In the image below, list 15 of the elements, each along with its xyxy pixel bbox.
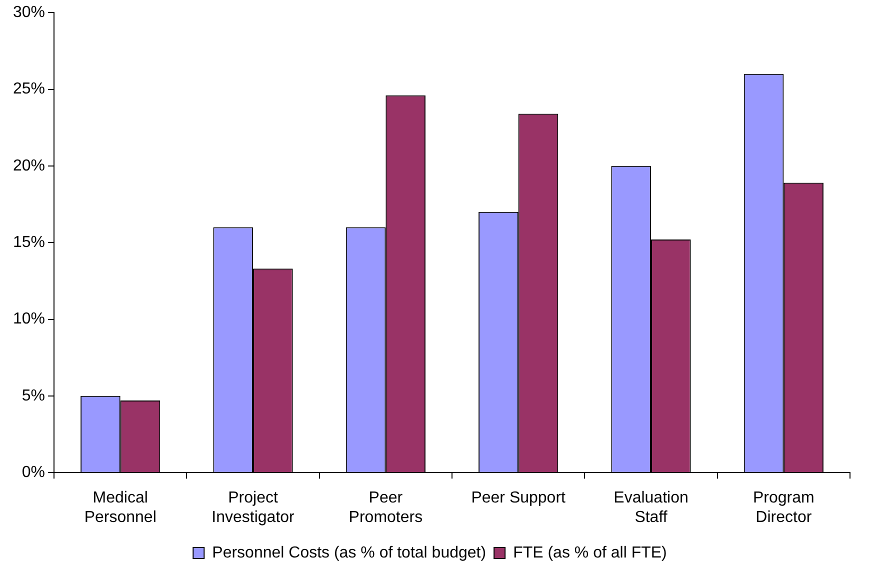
x-tick-label: Program Director	[752, 490, 814, 526]
x-tick-label: Peer Support	[471, 490, 566, 507]
y-tick-label: 0%	[22, 464, 46, 482]
x-tick-label: Project Investigator	[212, 490, 296, 526]
y-tick-label: 15%	[12, 234, 46, 252]
x-tick-label: Peer Promoters	[348, 490, 423, 526]
y-tick-label: 5%	[22, 387, 46, 404]
legend-label: Personnel Costs (as % of total budget)	[212, 544, 486, 562]
y-tick-label: 25%	[12, 80, 46, 98]
y-tick-label: 30%	[12, 4, 46, 22]
y-tick-label: 10%	[12, 310, 46, 328]
y-tick-label: 20%	[12, 157, 46, 174]
x-tick-label: Evaluation Staff	[614, 490, 688, 526]
legend-label: FTE (as % of all FTE)	[513, 544, 667, 562]
x-tick-label: Medical Personnel	[84, 490, 156, 526]
